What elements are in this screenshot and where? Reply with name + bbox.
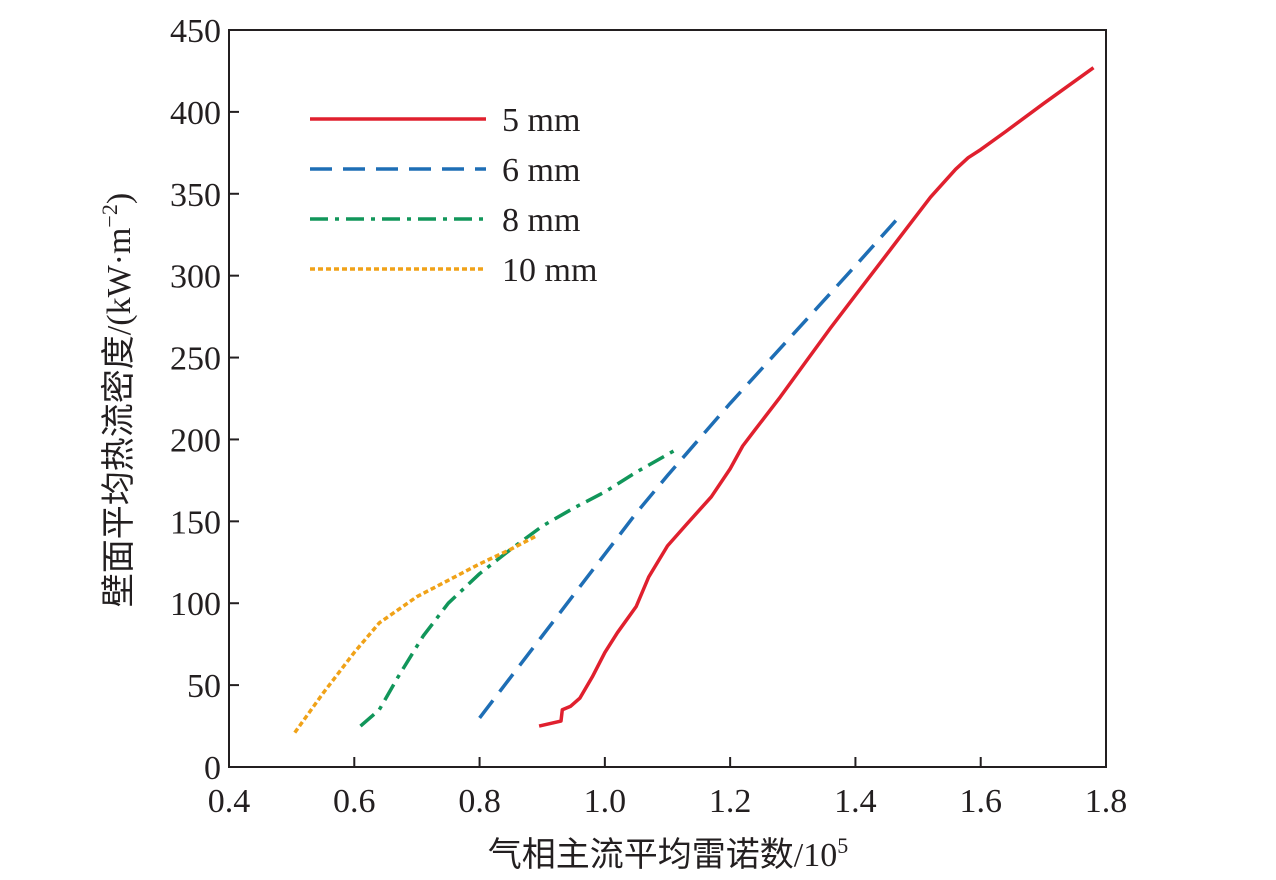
y-axis-ticks: 0 50 100 150 200 250 300 350 400 450 [170, 13, 239, 787]
series-layer [293, 66, 1095, 734]
y-tick-label: 0 [204, 750, 221, 787]
y-tick-label: 100 [170, 586, 221, 623]
y-tick-label: 250 [170, 341, 221, 378]
x-tick-label: 1.6 [959, 783, 1002, 820]
legend-label: 10 mm [502, 252, 597, 289]
x-tick-label: 1.4 [834, 783, 877, 820]
y-tick-label: 450 [170, 13, 221, 50]
x-tick-label: 1.8 [1085, 783, 1128, 820]
y-tick-label: 200 [170, 422, 221, 459]
x-tick-label: 1.2 [709, 783, 752, 820]
legend: 5 mm 6 mm 8 mm 10 mm [310, 102, 597, 289]
y-tick-label: 50 [187, 668, 221, 705]
y-tick-label: 300 [170, 259, 221, 296]
legend-label: 5 mm [502, 102, 580, 139]
x-axis-ticks: 0.4 0.6 0.8 1.0 1.2 1.4 1.6 1.8 [208, 757, 1128, 820]
series-line-8mm [359, 449, 675, 728]
series-line-10mm [293, 534, 537, 734]
y-tick-label: 400 [170, 95, 221, 132]
x-tick-label: 0.8 [458, 783, 501, 820]
x-tick-label: 1.0 [584, 783, 627, 820]
y-axis-title: 壁面平均热流密度/(kW·m−2) [97, 193, 138, 607]
y-tick-label: 150 [170, 504, 221, 541]
x-tick-label: 0.6 [333, 783, 376, 820]
legend-label: 8 mm [502, 202, 580, 239]
plot-frame [228, 29, 1107, 768]
y-tick-label: 350 [170, 177, 221, 214]
series-line-6mm [478, 215, 901, 719]
legend-label: 6 mm [502, 152, 580, 189]
series-line-5mm [538, 66, 1095, 728]
x-tick-label: 0.4 [208, 783, 251, 820]
x-axis-title: 气相主流平均雷诺数/105 [488, 833, 848, 874]
